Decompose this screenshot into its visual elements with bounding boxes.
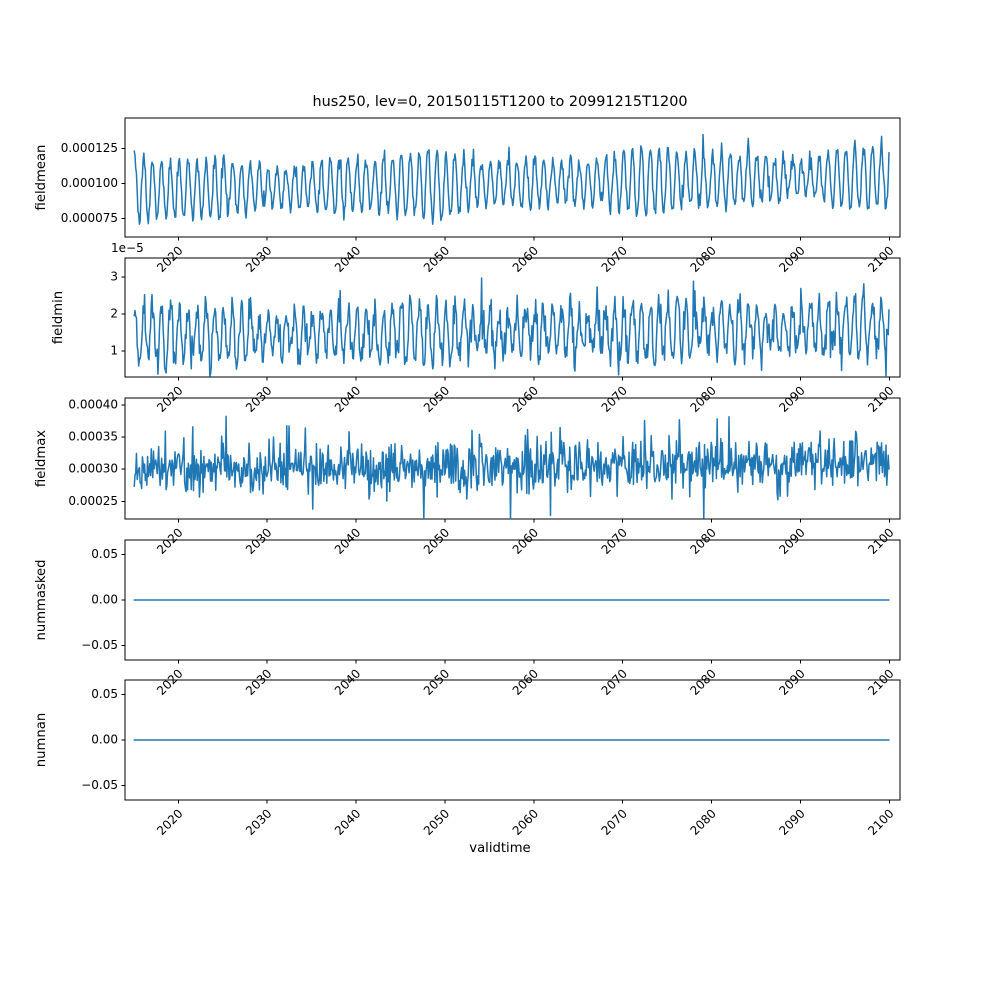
x-tick-label: 2050 [421,806,452,837]
x-tick-label: 2100 [865,666,896,697]
x-tick-label: 2040 [332,806,363,837]
x-tick-label: 2040 [332,243,363,274]
y-tick-label: 2 [110,307,118,321]
panel-nummasked: −0.05 0.00 0.05 2020 2030 2040 2050 2060 2070 208… [34,539,901,698]
x-tick-label: 2080 [687,525,718,556]
x-tick-label: 2020 [154,525,185,556]
x-tick-label: 2020 [154,243,185,274]
x-tick-label: 2020 [154,806,185,837]
axes-frame [124,117,901,238]
y-tick-label: −0.05 [81,778,118,792]
x-axis-label: validtime [469,841,531,856]
x-tick-label: 2020 [154,666,185,697]
y-tick-label: 0.05 [91,687,118,701]
x-tick-label: 2090 [776,525,807,556]
y-tick-label: 1 [110,343,118,357]
x-tick-label: 2040 [332,525,363,556]
x-tick-label: 2030 [243,806,274,837]
y-axis-offset-text: 1e−5 [111,241,144,255]
x-tick-label: 2030 [243,243,274,274]
x-tick-label: 2070 [599,806,630,837]
data-line-fieldmax [133,415,890,519]
x-tick-label: 2060 [510,383,541,414]
x-tick-label: 2070 [599,525,630,556]
y-tick-label: 0.000125 [61,141,118,155]
x-tick-label: 2080 [687,243,718,274]
x-tick-label: 2080 [687,806,718,837]
axes-frame [124,397,901,520]
y-tick-label: 0.00040 [68,397,118,411]
x-tick-label: 2100 [865,383,896,414]
x-tick-label: 2030 [243,383,274,414]
x-tick-label: 2050 [421,666,452,697]
x-tick-label: 2040 [332,666,363,697]
x-tick-label: 2070 [599,666,630,697]
x-tick-label: 2060 [510,243,541,274]
x-tick-label: 2100 [865,806,896,837]
x-tick-label: 2020 [154,383,185,414]
panel-fieldmin: 1 2 3 2020 2030 2040 2050 2060 2070 2080 2090 2100 1… [51,241,901,415]
figure-title: hus250, lev=0, 20150115T1200 to 20991215… [312,94,688,110]
y-axis-label-nummasked: nummasked [34,559,49,640]
x-tick-label: 2060 [510,806,541,837]
x-tick-label: 2100 [865,525,896,556]
x-tick-label: 2050 [421,383,452,414]
y-tick-label: 0.00030 [68,462,118,476]
x-tick-label: 2090 [776,666,807,697]
panel-fieldmean: 0.000075 0.000100 0.000125 2020 2030 2040 2050… [34,117,901,275]
data-line-fieldmean [133,133,890,225]
y-tick-label: 0.05 [91,547,118,561]
y-axis-label-fieldmin: fieldmin [51,291,66,344]
panel-numnan: −0.05 0.00 0.05 2020 2030 2040 2050 2060 2070 208… [34,679,901,838]
x-tick-label: 2060 [510,666,541,697]
y-tick-label: −0.05 [81,638,118,652]
y-axis-label-fieldmean: fieldmean [34,145,49,211]
x-tick-label: 2080 [687,383,718,414]
x-tick-label: 2030 [243,666,274,697]
y-tick-label: 0.00035 [68,429,118,443]
y-tick-label: 0.00 [91,733,118,747]
x-tick-label: 2090 [776,243,807,274]
y-tick-label: 0.000100 [61,176,118,190]
y-tick-label: 0.000075 [61,211,118,225]
y-tick-label: 0.00 [91,593,118,607]
x-tick-label: 2050 [421,525,452,556]
x-tick-label: 2090 [776,383,807,414]
x-tick-label: 2040 [332,383,363,414]
y-tick-label: 3 [110,270,118,284]
x-tick-label: 2060 [510,525,541,556]
axes-frame [124,257,901,378]
panel-fieldmax: 0.00025 0.00030 0.00035 0.00040 2020 2030 2040… [34,397,901,557]
x-tick-label: 2100 [865,243,896,274]
y-axis-label-numnan: numnan [34,713,49,767]
x-tick-label: 2080 [687,666,718,697]
x-tick-label: 2090 [776,806,807,837]
x-tick-label: 2030 [243,525,274,556]
x-tick-label: 2070 [599,383,630,414]
data-line-fieldmin [133,277,890,377]
y-tick-label: 0.00025 [68,494,118,508]
y-axis-label-fieldmax: fieldmax [34,430,49,487]
x-tick-label: 2050 [421,243,452,274]
x-tick-label: 2070 [599,243,630,274]
